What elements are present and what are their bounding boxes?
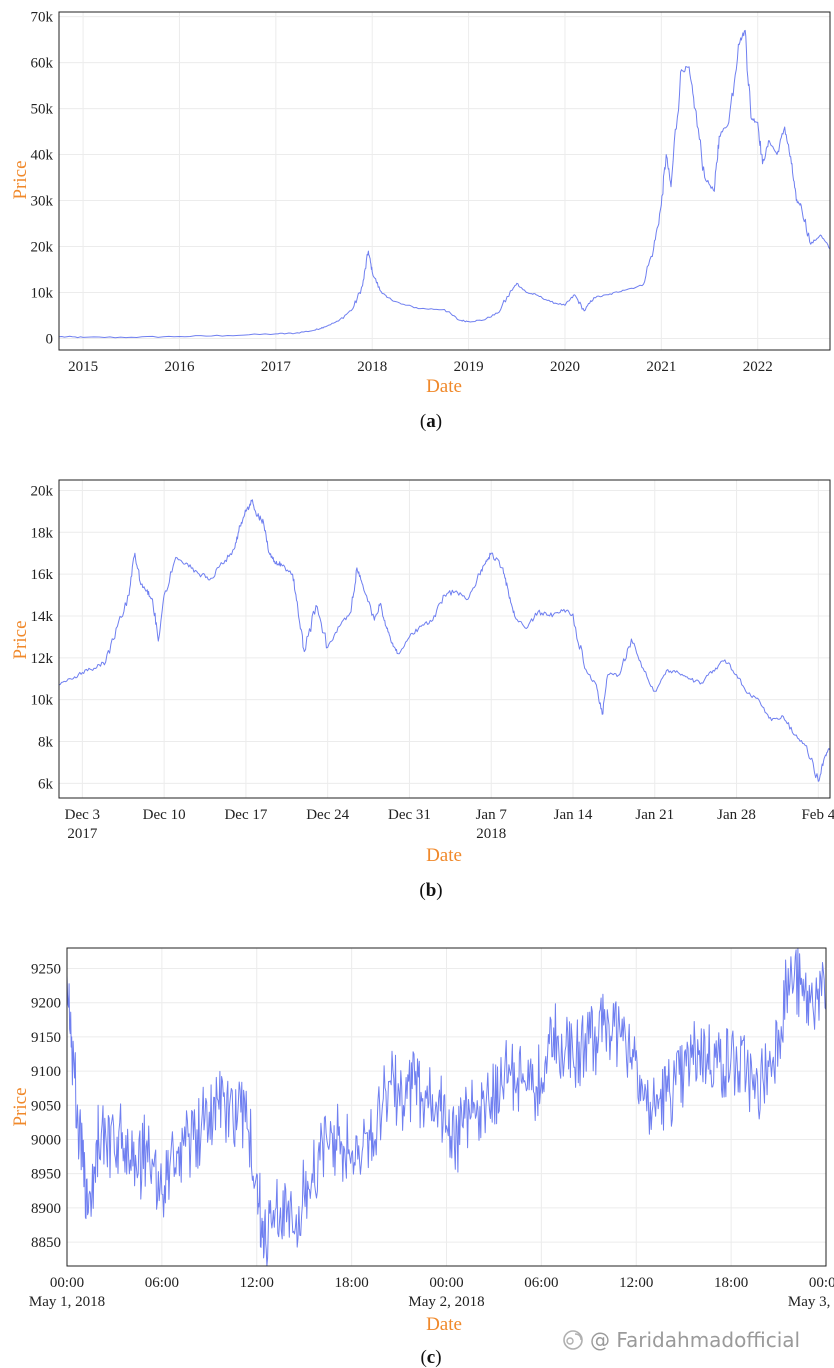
- chart-b-y-tick-label: 20k: [31, 483, 54, 499]
- chart-b-marks: [58, 479, 831, 799]
- chart-a-x-axis-title: Date: [426, 376, 462, 397]
- chart-b-x-tick-label: Dec 17: [224, 807, 267, 823]
- chart-a-y-axis-title: Price: [10, 160, 31, 199]
- chart-b-x-tick-label: Dec 24: [306, 807, 349, 823]
- chart-c-y-tick-label: 9200: [31, 996, 61, 1012]
- chart-b-x-tick-sublabel: 2017: [67, 826, 98, 842]
- chart-b-x-tick-label: Jan 7: [476, 807, 508, 823]
- chart-panel-b: Dec 3 2017 Dec 10 Dec 17 Dec 24 Dec 31 Jan 7 20…: [10, 479, 834, 901]
- chart-a-x-tick-label: 2021: [646, 359, 676, 375]
- chart-b-x-tick-label: Jan 28: [717, 807, 756, 823]
- chart-b-x-tick-label: Dec 10: [143, 807, 186, 823]
- chart-c-y-tick-label: 8850: [31, 1235, 61, 1251]
- chart-a-y-tick-label: 30k: [31, 194, 54, 210]
- chart-c-y-tick-label: 9050: [31, 1098, 61, 1114]
- chart-b-y-tick-label: 18k: [31, 525, 54, 541]
- chart-c-x-tick-label: 12:00: [619, 1275, 653, 1291]
- chart-c-caption-letter: c: [427, 1347, 435, 1368]
- chart-a-caption-letter: a: [426, 411, 436, 432]
- chart-c-x-axis-title: Date: [426, 1314, 462, 1335]
- chart-c-y-axis-title: Price: [10, 1087, 31, 1126]
- chart-c-y-tick-label: 8950: [31, 1167, 61, 1183]
- watermark-logo-icon: [563, 1330, 583, 1350]
- chart-b-x-tick-sublabel: 2018: [476, 826, 506, 842]
- chart-c-y-tick-label: 8900: [31, 1201, 61, 1217]
- chart-b-y-axis-title: Price: [10, 620, 31, 659]
- chart-c-x-tick-label: 00:00: [50, 1275, 84, 1291]
- chart-a-y-tick-label: 70k: [31, 10, 54, 26]
- chart-a-grid: [59, 12, 830, 350]
- chart-a-y-tick-label: 10k: [31, 286, 54, 302]
- chart-a-y-tick-label: 60k: [31, 56, 54, 72]
- chart-b-y-tick-label: 14k: [31, 609, 54, 625]
- chart-panel-c: 00:00 May 1, 2018 06:00 12:00 18:00 00:00 May …: [10, 947, 834, 1368]
- chart-a-x-tick-label: 2022: [743, 359, 773, 375]
- chart-b-y-tick-label: 8k: [38, 735, 54, 751]
- chart-c-x-tick-label: 12:00: [240, 1275, 274, 1291]
- chart-c-x-tick-label: 18:00: [714, 1275, 748, 1291]
- chart-c-marks: [66, 947, 827, 1267]
- chart-a-plot-frame: [58, 11, 831, 351]
- chart-b-caption-letter: b: [426, 880, 437, 901]
- chart-a-marks: [58, 11, 831, 351]
- chart-b-y-tick-label: 6k: [38, 776, 54, 792]
- chart-c-x-tick-label: 18:00: [335, 1275, 369, 1291]
- chart-b-x-tick-label: Feb 4: [801, 807, 834, 823]
- chart-b-x-tick-label: Jan 21: [635, 807, 674, 823]
- chart-c-y-tick-label: 9150: [31, 1030, 61, 1046]
- chart-a-y-tick-label: 50k: [31, 102, 54, 118]
- chart-c-x-tick-label: 06:00: [145, 1275, 179, 1291]
- watermark: @ Faridahmadofficial: [563, 1328, 800, 1352]
- chart-a-x-tick-label: 2017: [261, 359, 292, 375]
- chart-b-ticks: Dec 3 2017 Dec 10 Dec 17 Dec 24 Dec 31 Jan 7 20…: [31, 483, 834, 842]
- chart-a-price-line: [58, 29, 831, 339]
- chart-c-x-tick-label: 00:00: [809, 1275, 834, 1291]
- chart-a-y-tick-label: 40k: [31, 148, 54, 164]
- chart-b-x-tick-label: Dec 31: [388, 807, 431, 823]
- chart-c-y-tick-label: 9100: [31, 1064, 61, 1080]
- chart-b-y-tick-label: 12k: [31, 651, 54, 667]
- chart-a-x-tick-label: 2020: [550, 359, 580, 375]
- chart-c-price-line: [66, 948, 827, 1267]
- chart-b-caption: (b): [419, 880, 442, 901]
- chart-c-y-tick-label: 9000: [31, 1132, 61, 1148]
- chart-a-y-tick-label: 0: [46, 332, 54, 348]
- chart-b-grid: [59, 480, 830, 798]
- chart-c-ticks: 00:00 May 1, 2018 06:00 12:00 18:00 00:00 May …: [29, 962, 834, 1310]
- chart-a-x-tick-label: 2016: [164, 359, 195, 375]
- chart-a-x-tick-label: 2018: [357, 359, 387, 375]
- chart-a-ticks: 2015 2016 2017 2018 2019 2020 2021 2022 0 10k 20k 3…: [31, 10, 773, 375]
- chart-c-plot-frame: [66, 947, 827, 1267]
- chart-a-caption: (a): [420, 411, 442, 432]
- watermark-text: @ Faridahmadofficial: [590, 1328, 800, 1352]
- chart-b-x-axis-title: Date: [426, 845, 462, 866]
- chart-b-price-line: [58, 499, 831, 782]
- chart-c-x-tick-label: 06:00: [524, 1275, 558, 1291]
- chart-b-y-tick-label: 16k: [31, 567, 54, 583]
- chart-c-y-tick-label: 9250: [31, 962, 61, 978]
- chart-c-x-tick-sublabel: May 3, 2018: [788, 1294, 834, 1310]
- chart-a-x-tick-label: 2015: [68, 359, 98, 375]
- chart-c-x-tick-sublabel: May 2, 2018: [408, 1294, 484, 1310]
- chart-a-y-tick-label: 20k: [31, 240, 54, 256]
- chart-b-x-tick-label: Dec 3: [65, 807, 100, 823]
- chart-b-x-tick-label: Jan 14: [554, 807, 593, 823]
- chart-a-x-tick-label: 2019: [454, 359, 484, 375]
- chart-c-caption: (c): [420, 1347, 441, 1368]
- chart-c-x-tick-label: 00:00: [429, 1275, 463, 1291]
- chart-c-x-tick-sublabel: May 1, 2018: [29, 1294, 105, 1310]
- chart-b-y-tick-label: 10k: [31, 693, 54, 709]
- chart-b-plot-frame: [58, 479, 831, 799]
- chart-panel-a: 2015 2016 2017 2018 2019 2020 2021 2022 0 10k 20k 3…: [10, 10, 831, 432]
